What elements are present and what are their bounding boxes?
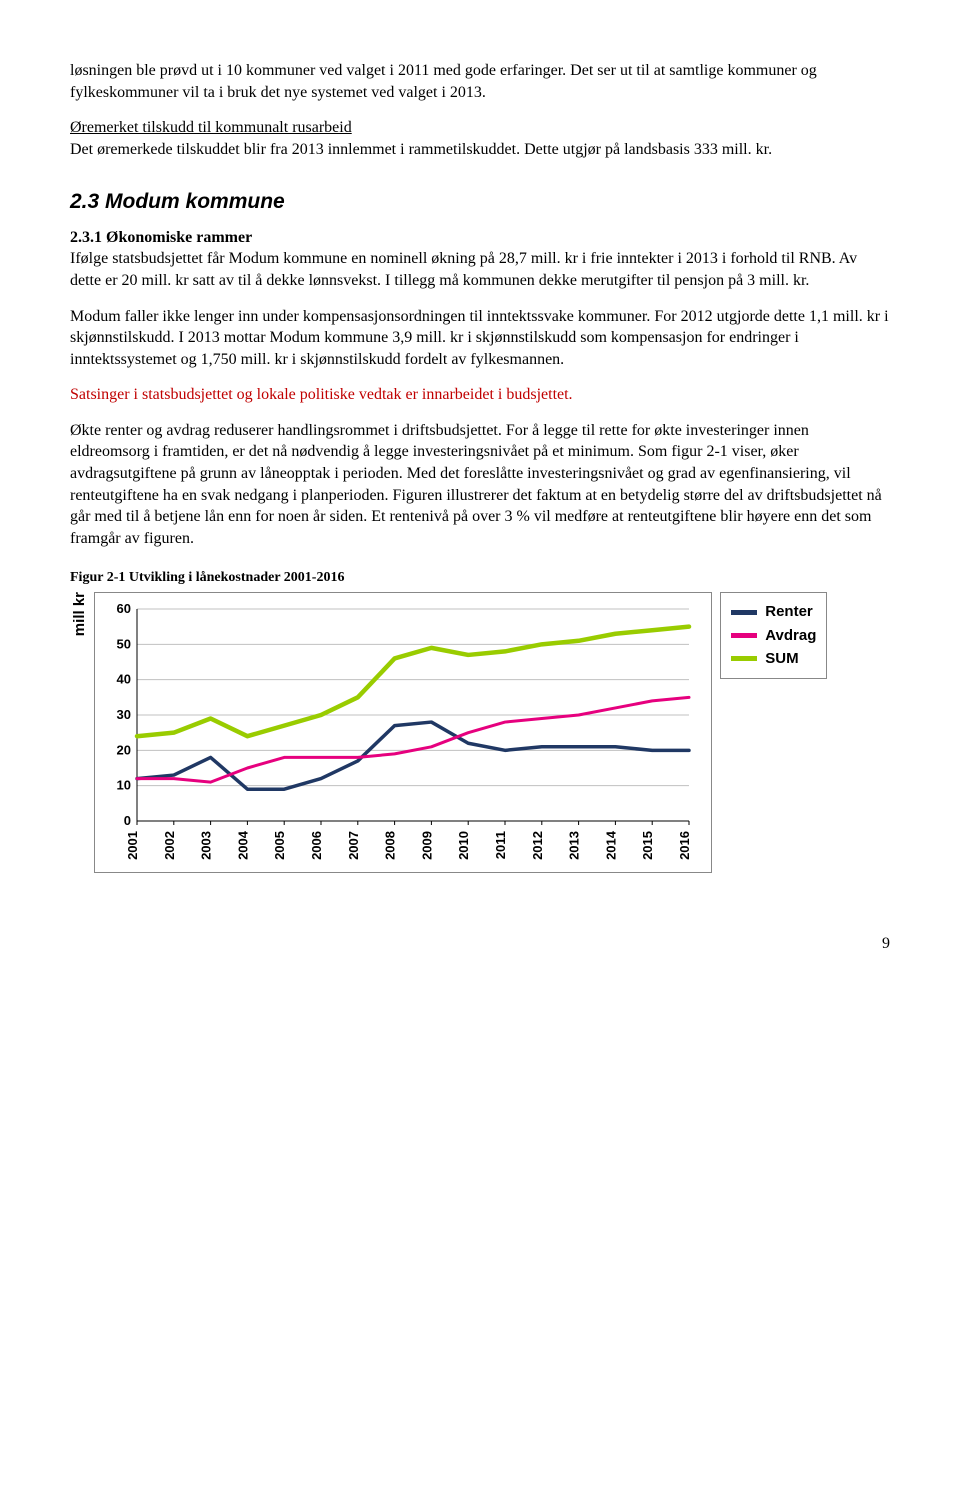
figure-caption: Figur 2-1 Utvikling i lånekostnader 2001… — [70, 569, 890, 588]
svg-text:60: 60 — [117, 601, 131, 616]
svg-text:2011: 2011 — [493, 831, 508, 859]
legend-label: SUM — [765, 649, 798, 669]
legend-item: SUM — [731, 649, 816, 669]
paragraph: 2.3.1 Økonomiske rammer Ifølge statsbuds… — [70, 227, 890, 292]
svg-text:2001: 2001 — [125, 831, 140, 860]
svg-text:2008: 2008 — [383, 831, 398, 860]
chart-legend: Renter Avdrag SUM — [720, 592, 827, 679]
paragraph: Økte renter og avdrag reduserer handling… — [70, 420, 890, 550]
svg-text:2005: 2005 — [272, 831, 287, 860]
svg-text:30: 30 — [117, 707, 131, 722]
chart-container: mill kr 0 10 20 30 40 50 60 2001 2002 2003 2004 200… — [70, 592, 890, 873]
paragraph: Øremerket tilskudd til kommunalt rusarbe… — [70, 117, 890, 160]
chart-plot-box: 0 10 20 30 40 50 60 2001 2002 2003 2004 2005 2006 200… — [94, 592, 712, 873]
svg-text:40: 40 — [117, 672, 131, 687]
subsection-head: Øremerket tilskudd til kommunalt rusarbe… — [70, 119, 352, 136]
subsection-number: 2.3.1 Økonomiske rammer — [70, 229, 252, 246]
legend-item: Renter — [731, 602, 816, 622]
svg-text:2012: 2012 — [530, 831, 545, 860]
svg-text:0: 0 — [124, 813, 131, 828]
svg-text:2006: 2006 — [309, 831, 324, 860]
svg-text:2002: 2002 — [162, 831, 177, 860]
legend-swatch — [731, 633, 757, 638]
chart-ylabel: mill kr — [70, 592, 90, 636]
svg-text:2015: 2015 — [640, 831, 655, 860]
svg-text:10: 10 — [117, 778, 131, 793]
svg-text:2003: 2003 — [199, 831, 214, 860]
svg-text:2013: 2013 — [567, 831, 582, 860]
paragraph-body: Ifølge statsbudsjettet får Modum kommune… — [70, 250, 857, 289]
legend-label: Avdrag — [765, 626, 816, 646]
legend-swatch — [731, 610, 757, 615]
svg-text:2014: 2014 — [604, 831, 619, 861]
svg-text:2009: 2009 — [420, 831, 435, 860]
svg-text:2007: 2007 — [346, 831, 361, 860]
paragraph-body: Det øremerkede tilskuddet blir fra 2013 … — [70, 141, 772, 158]
svg-text:20: 20 — [117, 743, 131, 758]
svg-text:2010: 2010 — [456, 831, 471, 860]
legend-label: Renter — [765, 602, 813, 622]
line-chart: 0 10 20 30 40 50 60 2001 2002 2003 2004 2005 2006 200… — [101, 601, 701, 861]
page-number: 9 — [70, 933, 890, 955]
svg-text:50: 50 — [117, 637, 131, 652]
legend-swatch — [731, 656, 757, 661]
svg-text:2004: 2004 — [236, 831, 251, 861]
paragraph: løsningen ble prøvd ut i 10 kommuner ved… — [70, 60, 890, 103]
paragraph: Modum faller ikke lenger inn under kompe… — [70, 306, 890, 371]
section-heading: 2.3 Modum kommune — [70, 188, 890, 216]
legend-item: Avdrag — [731, 626, 816, 646]
paragraph-highlight: Satsinger i statsbudsjettet og lokale po… — [70, 384, 890, 406]
svg-text:2016: 2016 — [677, 831, 692, 860]
